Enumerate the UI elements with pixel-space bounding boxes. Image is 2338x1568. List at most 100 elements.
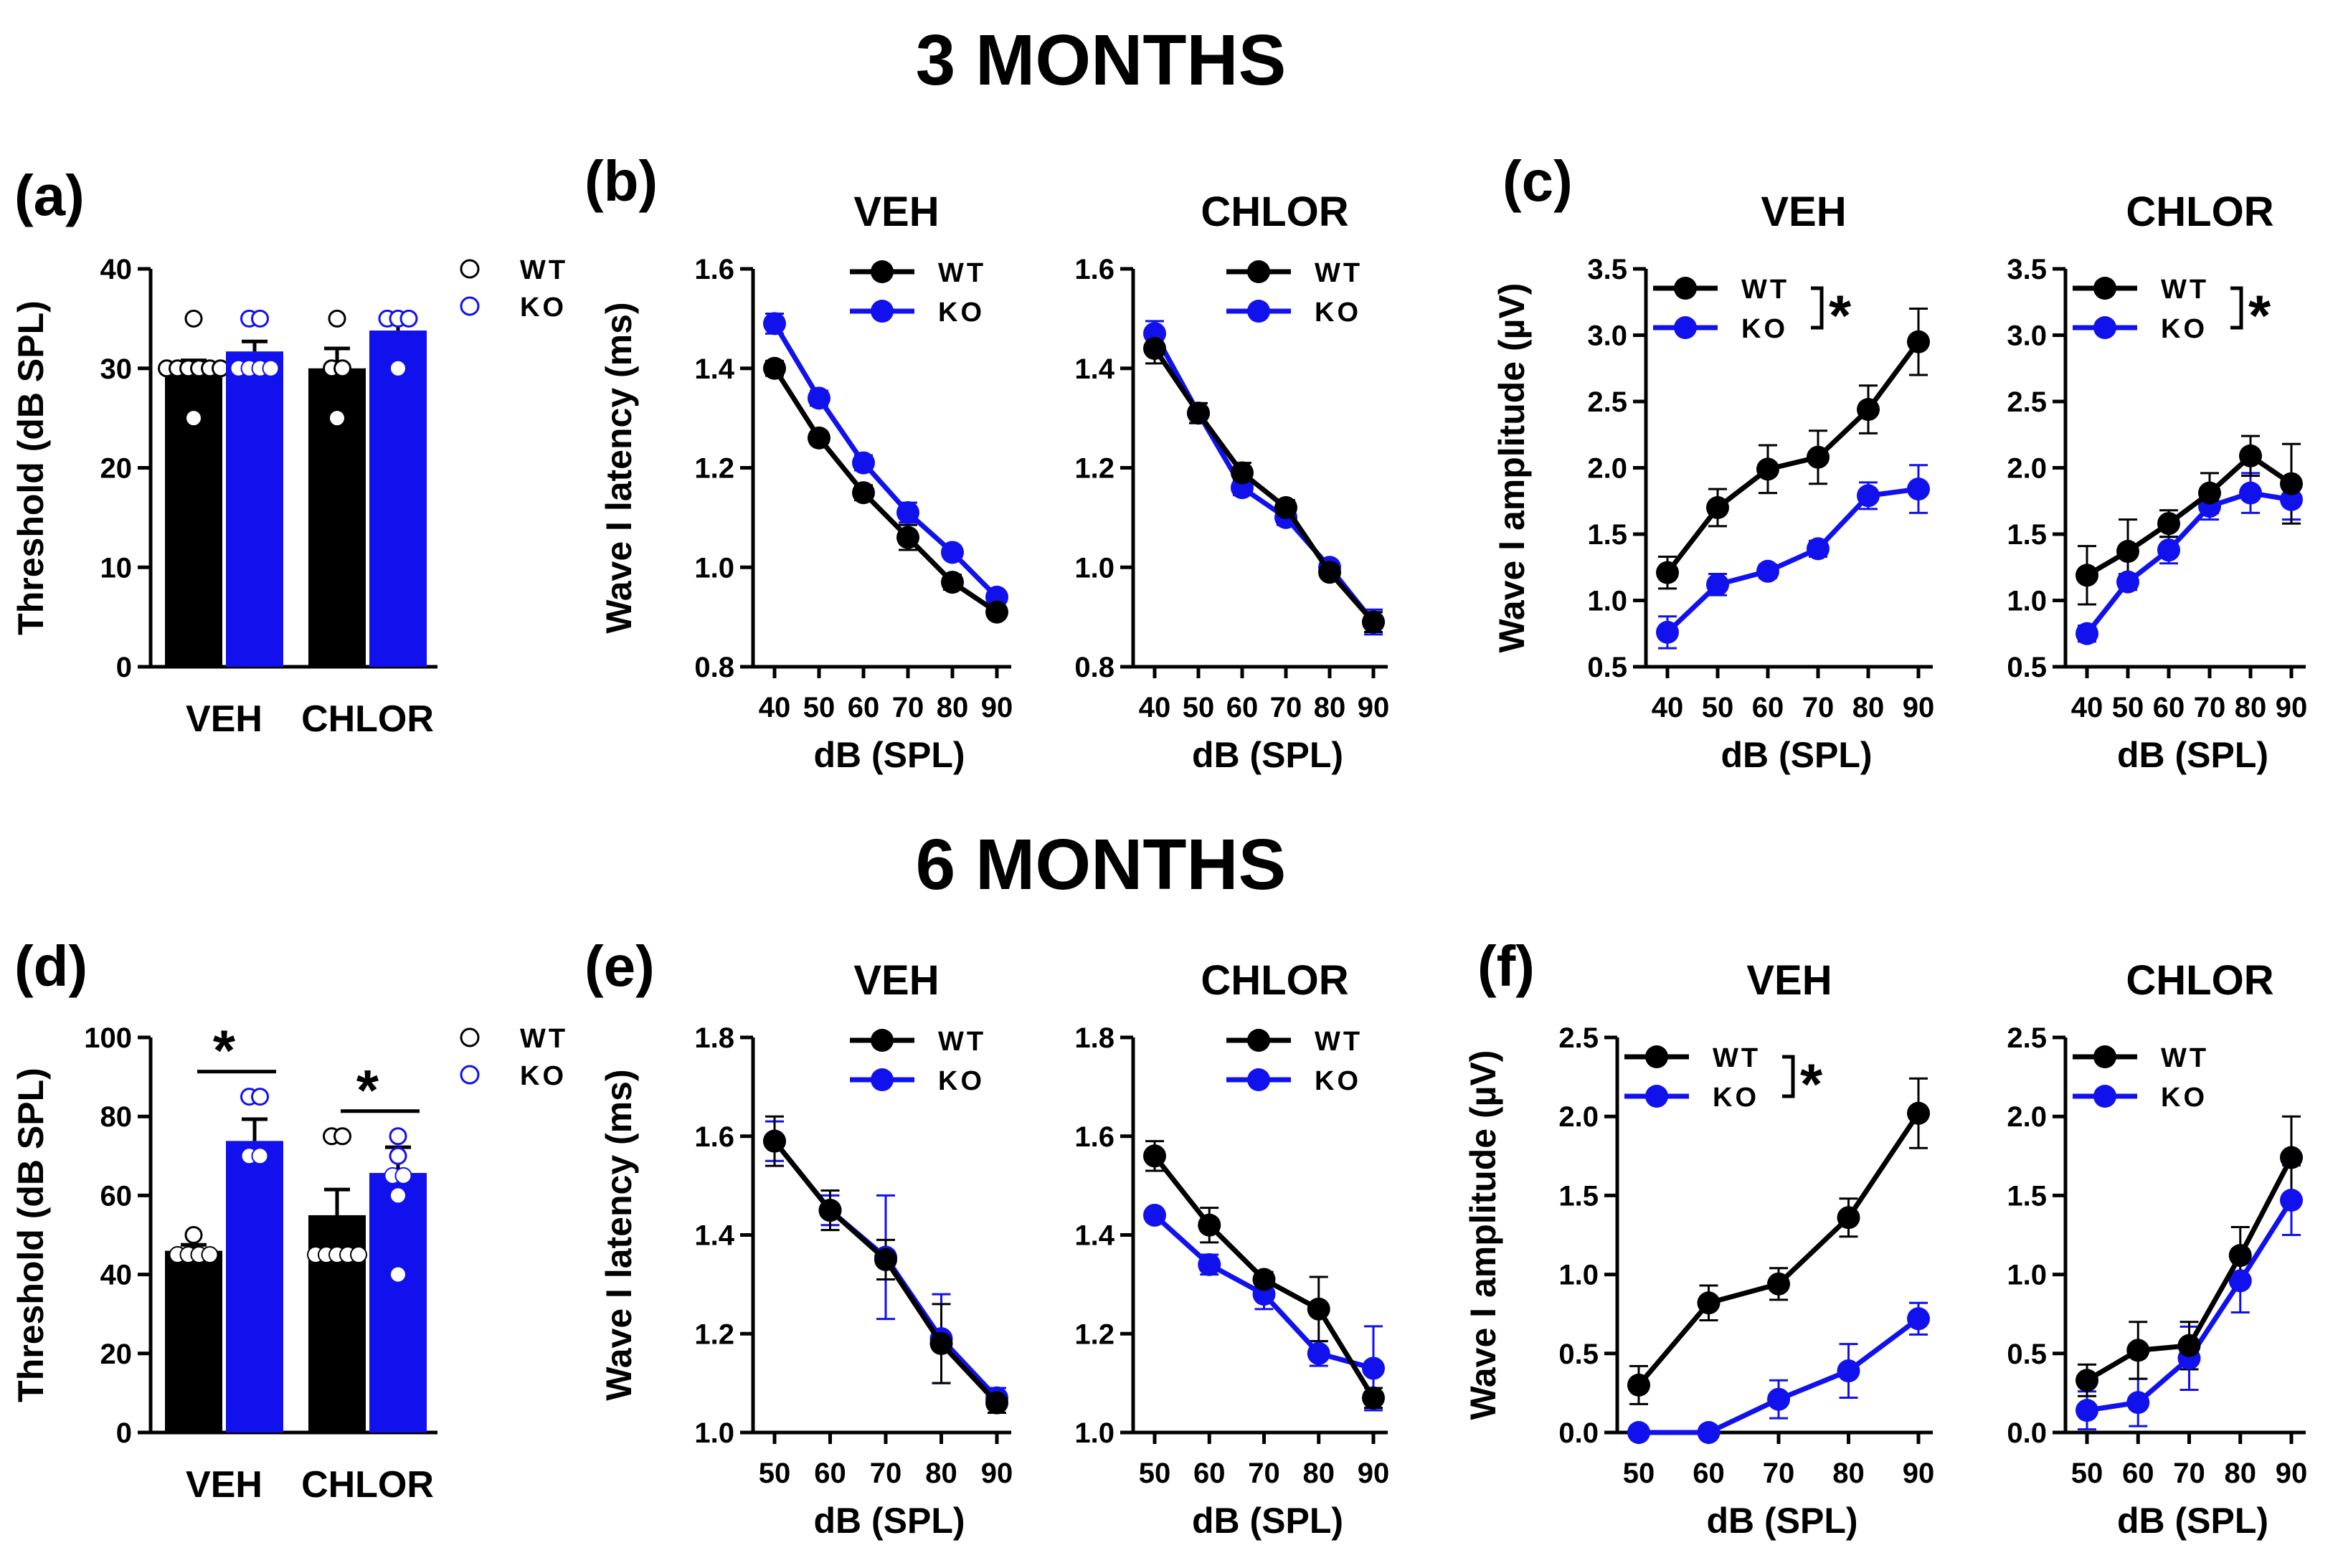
- c2-x-axis-label: dB (SPL): [2117, 735, 2268, 775]
- c1-wt-point: [1706, 496, 1729, 519]
- e1-x-tick-label: 70: [870, 1458, 902, 1489]
- f1-ko-point: [1767, 1387, 1790, 1411]
- c2-x-tick-label: 50: [2112, 692, 2144, 723]
- c2-x-tick-label: 40: [2071, 692, 2103, 723]
- e2-y-tick-label: 1.0: [1074, 1417, 1114, 1449]
- c1-significance-star: *: [1829, 284, 1852, 348]
- e2-wt-point: [1143, 1144, 1166, 1168]
- b2-x-tick-label: 90: [1358, 692, 1390, 723]
- b1-x-tick-label: 80: [937, 692, 969, 723]
- panel-b1: 0.8 1.0 1.2 1.4 1.6 Wave I latency (ms) 40 50 60…: [584, 149, 1013, 775]
- e2-x-tick-label: 60: [1193, 1458, 1226, 1489]
- c1-significance-bracket: [1811, 286, 1824, 330]
- c1-y-tick-label: 3.5: [1587, 254, 1627, 285]
- f2-wt-point: [2280, 1146, 2303, 1169]
- c2-y-tick-label: 1.5: [2007, 519, 2047, 551]
- b1-x-tick-label: 50: [803, 692, 836, 723]
- e1-wt-point: [874, 1248, 897, 1271]
- f1-x-axis-label: dB (SPL): [1706, 1501, 1857, 1541]
- c2-y-tick-label: 2.5: [2007, 386, 2047, 418]
- e1-y-tick-label: 1.0: [694, 1417, 734, 1449]
- panel-letter-a: (a): [14, 163, 85, 227]
- d-category-label: VEH: [186, 1464, 262, 1506]
- c2-ko-point: [2157, 538, 2180, 562]
- e1-title: VEH: [853, 957, 939, 1004]
- d-ko-data-point: [251, 1147, 269, 1165]
- c1-y-axis-label: Wave I amplitude (µV): [1492, 283, 1532, 653]
- f1-wt-line: [1637, 1111, 1921, 1387]
- f1-x-tick-label: 60: [1693, 1458, 1725, 1489]
- f2-y-tick-label: 1.0: [2007, 1260, 2047, 1291]
- d-y-tick-label: 60: [100, 1180, 133, 1212]
- e1-legend-ko-label: KO: [938, 1066, 985, 1096]
- f1-wt-point: [1697, 1291, 1721, 1315]
- f2-x-tick-label: 60: [2122, 1458, 2154, 1489]
- b2-wt-point: [1274, 496, 1297, 519]
- f1-y-tick-label: 2.0: [1558, 1101, 1599, 1133]
- c2-ko-line: [2085, 490, 2292, 635]
- c1-legend-ko-marker: [1674, 316, 1697, 339]
- a-ko-data-point: [389, 359, 407, 377]
- b2-title: CHLOR: [1201, 189, 1348, 235]
- b1-wt-point: [763, 356, 786, 380]
- e1-x-tick-label: 80: [925, 1458, 957, 1489]
- c2-legend-ko-marker: [2093, 316, 2116, 339]
- c2-ko-point: [2280, 488, 2303, 511]
- c1-ko-point: [1907, 477, 1930, 501]
- b1-wt-point: [852, 481, 875, 505]
- c1-ko-point: [1706, 573, 1729, 597]
- c1-wt-line: [1665, 340, 1921, 574]
- f2-x-tick-label: 90: [2276, 1458, 2308, 1489]
- c2-wt-line: [2086, 453, 2293, 578]
- d-legend-ko-marker: [460, 1065, 480, 1085]
- f2-y-tick-label: 0.0: [2007, 1417, 2047, 1449]
- e2-y-tick-label: 1.2: [1074, 1318, 1114, 1350]
- c1-x-tick-label: 60: [1752, 692, 1784, 723]
- a-y-tick-label: 30: [100, 353, 133, 385]
- f2-wt-point: [2228, 1244, 2252, 1268]
- b1-x-tick-label: 70: [892, 692, 924, 723]
- b1-ko-point: [941, 541, 964, 564]
- a-wt-data-point: [185, 409, 202, 427]
- d-y-tick-label: 100: [84, 1022, 132, 1054]
- f2-y-tick-label: 2.5: [2007, 1022, 2047, 1054]
- e2-x-tick-label: 50: [1139, 1458, 1171, 1489]
- e1-wt-point: [818, 1199, 842, 1222]
- e2-legend-wt-marker: [1247, 1029, 1270, 1052]
- d-significance-star: *: [213, 1019, 236, 1083]
- f1-y-tick-label: 0.0: [1558, 1417, 1599, 1449]
- f1-wt-point: [1837, 1206, 1860, 1230]
- a-legend-wt-label: WT: [520, 255, 568, 285]
- c2-wt-point: [2198, 481, 2221, 505]
- a-y-tick-label: 10: [100, 552, 133, 584]
- b2-x-tick-label: 70: [1270, 692, 1302, 723]
- e1-y-tick-label: 1.2: [694, 1318, 734, 1350]
- c1-legend-wt-label: WT: [1741, 275, 1789, 305]
- c2-y-tick-label: 1.0: [2007, 586, 2047, 617]
- e1-wt-point: [929, 1332, 953, 1356]
- f2-y-tick-label: 0.5: [2007, 1339, 2047, 1370]
- d-significance-star: *: [356, 1058, 379, 1122]
- c2-x-tick-label: 60: [2153, 692, 2185, 723]
- e2-ko-point: [1307, 1341, 1330, 1365]
- d-wt-bar: [165, 1250, 222, 1432]
- c1-x-tick-label: 90: [1903, 692, 1935, 723]
- f1-wt-point: [1627, 1373, 1650, 1397]
- e1-y-tick-label: 1.6: [694, 1121, 734, 1153]
- e2-x-tick-label: 80: [1303, 1458, 1335, 1489]
- b1-legend-ko-marker: [871, 300, 894, 323]
- b1-y-axis-label: Wave I latency (ms): [599, 302, 639, 633]
- c2-y-tick-label: 0.5: [2007, 652, 2047, 683]
- f1-y-tick-label: 1.0: [1558, 1260, 1599, 1291]
- f1-title: VEH: [1746, 957, 1832, 1004]
- d-ko-data-point: [389, 1146, 407, 1165]
- b1-y-tick-label: 1.4: [694, 353, 734, 385]
- e1-y-tick-label: 1.8: [694, 1022, 734, 1054]
- c1-y-tick-label: 0.5: [1587, 652, 1627, 683]
- a-ko-bar: [369, 331, 427, 667]
- c1-wt-point: [1656, 561, 1679, 584]
- c1-title: VEH: [1761, 189, 1846, 235]
- f1-x-tick-label: 80: [1832, 1458, 1865, 1489]
- d-wt-data-point: [350, 1246, 367, 1264]
- c2-significance-star: *: [2248, 284, 2271, 348]
